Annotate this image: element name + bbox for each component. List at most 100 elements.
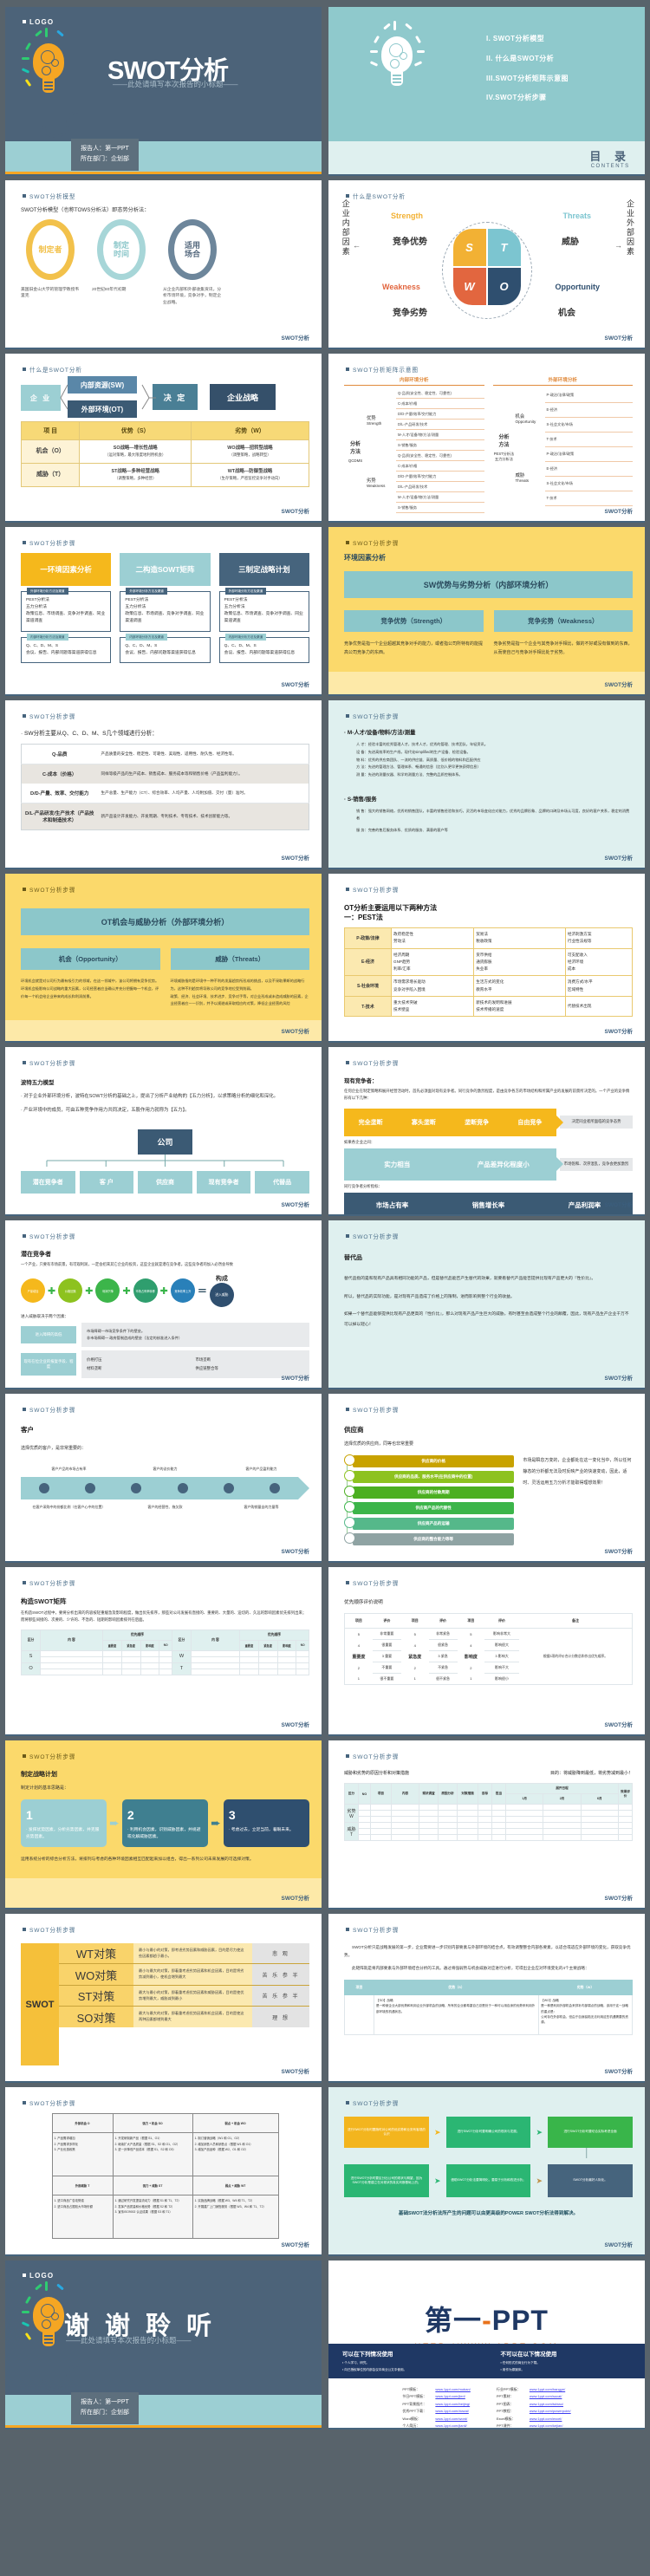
table-row: Q-品质 产品质量的安全性、稳定性、可靠性、美观性、适用性、耐久性、经济性等。 xyxy=(21,744,309,764)
force-node: 供应商 xyxy=(138,1170,192,1194)
ring-item: 适用 场合 从企业内部和外部收集资讯，分析市场环境，竞争对手，制定企业战略。 xyxy=(163,218,222,306)
slide-footer: SWOT分析 xyxy=(281,335,310,342)
group-en: Opportunity xyxy=(515,419,536,424)
ring-caption: 美国旧金山大学的管理学教授韦里克 xyxy=(21,287,80,299)
slide-footer: SWOT分析 xyxy=(281,682,310,688)
retaliation-item: 供应链整合等 xyxy=(195,1365,218,1370)
group-en: Threats xyxy=(515,478,530,483)
strategy-desc: 最大与最小的对策，即着重考虑优势因素和威胁因素，目的是使优势增到最大，威胁减到最… xyxy=(133,1985,252,2007)
slide-header: SWOT分析步骤 xyxy=(23,1232,75,1240)
item: T-技术 xyxy=(544,491,633,506)
slide-thanks[interactable]: LOGO 谢 谢 聆 听 ——此处请填写本次报告的小标题—— 报告人：第一PPT xyxy=(5,2261,322,2430)
toc-item[interactable]: III.SWOT分析矩阵示意图 xyxy=(486,74,569,82)
link[interactable]: www.1ppt.com/jieri/ xyxy=(435,2394,465,2399)
table-row: 重要度 3 重要 紧急度 3 紧急 影响度 3 影响大 xyxy=(345,1650,633,1662)
slide-footer: SWOT分析 xyxy=(281,2242,310,2248)
slide-supplier[interactable]: SWOT分析步骤 供应商 选择优质的供应商，同等也非常重要 供应商的价格 供应商… xyxy=(328,1394,645,1563)
link[interactable]: www.1ppt.com/tubiao/ xyxy=(529,2401,563,2406)
section-title: 构造SWOT矩阵 xyxy=(21,1597,67,1605)
link[interactable]: www.1ppt.com/beijing/ xyxy=(435,2401,471,2406)
item: D/L-产品研发/技术 xyxy=(396,482,484,492)
internal-items: Q-品质(安全性、稳定性、可靠性) C-成本/价格 D/D-产量/效率/交付能力… xyxy=(396,388,484,513)
deny-title: 不可以在以下情况使用 xyxy=(500,2352,557,2358)
section-title: 优先顺序评价说明 xyxy=(344,1600,383,1605)
link-row: PPT背景图片： www.1ppt.com/beijing/ xyxy=(402,2401,471,2406)
slide-brand[interactable]: 第一-PPT HTTP://WWW.1PPT.COM 可以在下列情况使用 ▪ 个… xyxy=(328,2261,645,2430)
col-text: 竞争劣势是指一个企业与其竞争对手相比，做的不好或没有做到的东西，从而使自己与竞争… xyxy=(493,641,633,655)
link[interactable]: www.1ppt.com/excel/ xyxy=(529,2416,562,2421)
metric-bar: 市场占有率 销售增长率 产品利润率 xyxy=(344,1192,633,1214)
slide-five-forces[interactable]: SWOT分析步骤 波特五力模型 · 对于企业外部环境分析，波特在SOWT分析的基… xyxy=(5,1047,322,1216)
slide-ot-analysis[interactable]: SWOT分析步骤 OT机会与威胁分析（外部环境分析） 机会（Opportunit… xyxy=(5,874,322,1043)
slide-footer: SWOT分析 xyxy=(604,1029,634,1035)
item: Q-品质(安全性、稳定性、可靠性) xyxy=(396,451,484,461)
slide-header: SWOT分析步骤 xyxy=(23,1752,75,1760)
desc: 在构造SWOT过程中，要将分析出来的内容按轻重缓急及影响程度，做出优先排序，那些… xyxy=(21,1610,307,1623)
link[interactable]: www.1ppt.com/xiazai/ xyxy=(435,2409,469,2414)
usage-panel: 可以在下列情况使用 ▪ 个人学习、研究。 ▪ 向已授权单位的内部会议中商业公文中… xyxy=(328,2344,645,2378)
slide-matrix[interactable]: SWOT分析矩阵示意图 内部环境分析 分析 方法 QCDMS 优势 Streng… xyxy=(328,354,645,523)
slide-potential-competitors[interactable]: SWOT分析步骤 潜在竞争者 一个产业，只要有市场前景，有可观利润，一定会招来其… xyxy=(5,1220,322,1389)
link[interactable]: www.1ppt.com/moban/ xyxy=(435,2387,471,2391)
slide-sw-analysis[interactable]: SWOT分析步骤 环境因素分析 SW优势与劣势分析（内部环境分析） 竞争优势（S… xyxy=(328,527,645,696)
top-label: 客户的产品盈利能力 xyxy=(245,1467,277,1471)
link[interactable]: www.1ppt.com/jianli/ xyxy=(435,2423,467,2428)
slide-power-swot[interactable]: SWOT分析步骤 进行SWOT分析时要随时对公司的优劣势和业务有客观的认识 ➤ … xyxy=(328,2087,645,2256)
section-title: 制定战略计划 xyxy=(21,1772,57,1778)
slide-header: SWOT分析步骤 xyxy=(23,1925,75,1934)
slide-threat-plan[interactable]: SWOT分析步骤 威胁和劣势的原因分析和对策措施 目的：将威胁降到最低，将劣势减… xyxy=(328,1740,645,1909)
item: E-经济 xyxy=(544,462,633,477)
slide-plan[interactable]: SWOT分析步骤 制定战略计划 制定计划的基本思路是： 1 · 发挥优势因素，分析… xyxy=(5,1740,322,1909)
slide-model[interactable]: SWOT分析模型 SWOT分析模型（也称TOWS分析法）即态势分析法： 制定者 … xyxy=(5,180,322,349)
pest-table: P-政策/法律 政府稳定性 劳动法 贸易法 税收政策 经济刺激方案 行业性法规等… xyxy=(344,927,634,1018)
slide-whatis[interactable]: 什么是SWOT分析 企业内部因素 企业外部因素 ← → Strength 竞争优… xyxy=(328,180,645,349)
slide-pest[interactable]: SWOT分析步骤 OT分析主要运用以下两种方法 一：PEST法 P-政策/法律 … xyxy=(328,874,645,1043)
slide-strategies[interactable]: SWOT分析步骤 SWOT WT对策 最小与最小的对策，即考虑劣势因素和威胁因素… xyxy=(5,1914,322,2083)
slide-header: SWOT分析步骤 xyxy=(23,1058,75,1067)
col-text: 环境威胁指的是环境中一种不利的发展趋势所形成的挑战，以及不采取果断的战略行为，这… xyxy=(170,979,309,1006)
slide-combine[interactable]: SWOT分析步骤 SWOT分析只是战略发展的第一步，企业需要进一步识别内部要素与… xyxy=(328,1914,645,2083)
strategy-row: SO对策 最大与最大的对策，即着重考虑优势因素和机会因素，目的是使这两种因素都增… xyxy=(59,2007,309,2027)
pill: 自由竞争 xyxy=(517,1119,543,1126)
link-columns[interactable]: PPT模板： www.1ppt.com/moban/ 节日PPT模板： www.1p… xyxy=(328,2387,645,2428)
example-table: 外部机会 O 强力 + 机会 SO 弱点 + 机会 WO 1. 产品需求增加 2.… xyxy=(51,2112,279,2239)
allow-item: ▪ 向已授权单位的内部会议中商业公文中使用。 xyxy=(342,2367,407,2371)
slide-substitute[interactable]: SWOT分析步骤 替代品 替代品指的是和现有产品具有相同功能的产品，但是替代品能… xyxy=(328,1220,645,1389)
slide-header: SWOT分析步骤 xyxy=(346,712,399,720)
table-row: 1 很不重要 1 很不紧急 1 影响很小 xyxy=(357,1676,510,1682)
deny-item: ▪ 用作为源媒体。 xyxy=(500,2367,524,2371)
group-cn: 劣势 xyxy=(367,478,376,484)
toc-list[interactable]: I. SWOT分析模型 II. 什么是SWOT分析 III.SWOT分析矩阵示意… xyxy=(486,29,569,108)
link[interactable]: www.1ppt.com/hangye/ xyxy=(529,2387,566,2391)
table-row: 威胁T xyxy=(344,1822,633,1841)
pill-note: 决定同业者所面临的竞争态势 xyxy=(560,1116,633,1129)
slide-priority[interactable]: SWOT分析步骤 优先顺序评价说明 项目 评价 项目 评价 项目 评价 备注 5… xyxy=(328,1567,645,1736)
slide-customer[interactable]: SWOT分析步骤 客户 选择优质的客户，是非常重要的： 客户产品的市场占有率 客… xyxy=(5,1394,322,1563)
toc-item[interactable]: II. 什么是SWOT分析 xyxy=(486,54,555,62)
toc-item[interactable]: I. SWOT分析模型 xyxy=(486,35,545,42)
link[interactable]: www.1ppt.com/sucai/ xyxy=(529,2394,562,2399)
slide-footer: SWOT分析 xyxy=(281,509,310,515)
slide-example[interactable]: SWOT分析步骤 外部机会 O 强力 + 机会 SO 弱点 + 机会 WO 1.… xyxy=(5,2087,322,2256)
slide-ms[interactable]: SWOT分析步骤 · M-人才/设备/物料/方法/测量 人 才：经验丰富的优秀管… xyxy=(328,700,645,869)
item: P-政治/法律/政策 xyxy=(544,388,633,403)
swot-puzzle: S T W O xyxy=(452,229,521,306)
table-row: S-社会环境 市场需求增长驱动 竞争对手陷入困境 生活方式的变化 教育水平 消费… xyxy=(344,975,634,997)
slide-header: SWOT分析步骤 xyxy=(346,1232,399,1240)
slide-toc[interactable]: I. SWOT分析模型 II. 什么是SWOT分析 III.SWOT分析矩阵示意… xyxy=(328,7,645,176)
slide-cover[interactable]: LOGO SWOT分析 ——此处请填写本次报告的小标题—— 报告人：第一PPT xyxy=(5,7,322,176)
slide-footer: SWOT分析 xyxy=(604,509,634,515)
slide-qcdms[interactable]: SWOT分析步骤 · SW分析主要从Q、C、D、M、S几个领域进行分析： Q-品… xyxy=(5,700,322,869)
slide-existing-competitors[interactable]: SWOT分析步骤 现有竞争者： 任何企业在制定策略和展开经营活动时，首先必须面对… xyxy=(328,1047,645,1216)
slide-flow[interactable]: 什么是SWOT分析 企 业 内部资源(SW) 外部环境(OT) 决 定 企业战略… xyxy=(5,354,322,523)
slide-swot-matrix-build[interactable]: SWOT分析步骤 构造SWOT矩阵 在构造SWOT过程中，要将分析出来的内容按轻… xyxy=(5,1567,322,1736)
link[interactable]: www.1ppt.com/kejian/ xyxy=(529,2423,563,2428)
row-key: 机会（O） xyxy=(20,439,81,465)
slide-footer: SWOT分析 xyxy=(604,1896,634,1902)
link[interactable]: www.1ppt.com/word/ xyxy=(435,2416,468,2421)
flow-node-strategy: 企业战略 xyxy=(210,384,276,410)
link[interactable]: www.1ppt.com/powerpoint/ xyxy=(529,2409,571,2414)
side-note: 市场是瞬息万变的，企业都处在这一变化当中，所以任何静态的分析都无法及时反映产业的… xyxy=(523,1458,632,1486)
toc-item[interactable]: IV.SWOT分析步骤 xyxy=(486,94,547,102)
slide-steps3[interactable]: SWOT分析步骤 一环境因素分析 外部环境分析方法及渠道 PEST分析法 五力分析… xyxy=(5,527,322,696)
